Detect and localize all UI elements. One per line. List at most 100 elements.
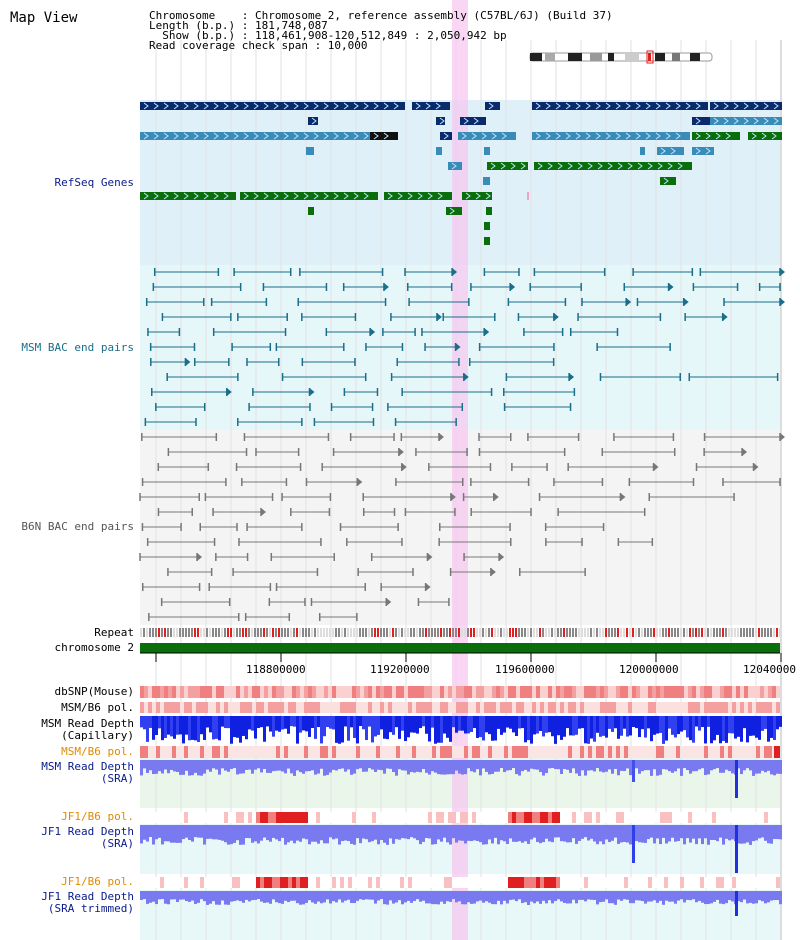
jf1-sra-depth-bar — [275, 825, 278, 840]
msm-sra-depth-bar — [395, 760, 398, 776]
repeat-element — [716, 628, 718, 637]
track-label-msm-b6-pol[interactable]: MSM/B6 pol. — [61, 701, 134, 714]
refseq-gene — [140, 102, 405, 110]
msm-pol-cell — [240, 702, 244, 713]
dbsnp-cell — [624, 686, 628, 698]
msm-pol-cell — [764, 702, 768, 713]
jf1-sra-depth-bar — [269, 825, 272, 842]
gene-strand-arrow — [363, 132, 369, 140]
repeat-element — [197, 628, 199, 637]
msm-depth-bar — [449, 716, 452, 742]
gene-strand-arrow — [773, 117, 779, 125]
dbsnp-cell — [268, 686, 272, 698]
jf1-sra-depth-bar — [410, 825, 413, 838]
repeat-element — [779, 628, 781, 637]
msm-bac-pair-arrow — [626, 298, 632, 306]
track-label-msm-bac[interactable]: MSM BAC end pairs — [21, 341, 134, 354]
track-label-jf1-read-depth-trimmed[interactable]: JF1 Read Depth — [41, 890, 134, 903]
msm-pol-cell — [200, 702, 204, 713]
ideogram-band — [545, 53, 555, 61]
gene-strand-arrow — [323, 192, 329, 200]
msm-sra-depth-bar — [410, 760, 413, 772]
jf1-pol-cell — [172, 812, 176, 823]
msm-depth-bar — [554, 716, 557, 744]
msm-depth-bar — [719, 716, 722, 744]
repeat-element — [557, 628, 559, 637]
jf1-pol-trim-cell — [512, 877, 516, 888]
msm-depth-bar — [212, 716, 215, 740]
gene-strand-arrow — [143, 102, 149, 110]
refseq-gene — [308, 207, 314, 215]
jf1-sra-depth-bar — [434, 825, 437, 845]
msm-sra-depth-bar — [155, 760, 158, 774]
repeat-element — [605, 628, 607, 637]
track-label-msm-read-depth-sra[interactable]: MSM Read Depth — [41, 760, 134, 773]
msm-depth-bar — [287, 716, 290, 734]
msm-depth-bar — [779, 716, 782, 727]
msm-pol-sra-cell — [476, 746, 480, 758]
track-label-jf1-read-depth-sra[interactable]: JF1 Read Depth — [41, 825, 134, 838]
refseq-gene — [534, 162, 692, 170]
jf1-sra-depth-bar — [392, 825, 395, 844]
jf1-trim-depth-bar — [248, 891, 251, 902]
repeat-element — [251, 628, 253, 637]
gene-strand-arrow — [675, 102, 681, 110]
msm-depth-bar — [164, 716, 167, 738]
msm-depth-bar — [227, 716, 230, 729]
repeat-element — [140, 628, 142, 637]
track-label-refseq-genes[interactable]: RefSeq Genes — [54, 176, 134, 189]
jf1-pol-trim-cell — [364, 877, 368, 888]
msm-pol-cell — [180, 702, 184, 713]
jf1-sra-depth-bar — [509, 825, 512, 839]
track-label-b6n-bac[interactable]: B6N BAC end pairs — [21, 520, 134, 533]
gene-strand-arrow — [193, 102, 199, 110]
msm-sra-depth-bar — [653, 760, 656, 770]
msm-sra-depth-bar — [140, 760, 143, 776]
track-label-jf1-b6-pol-trimmed[interactable]: JF1/B6 pol. — [61, 875, 134, 888]
msm-pol-sra-cell — [392, 746, 396, 758]
ideogram-band — [568, 53, 582, 61]
jf1-sra-depth-bar — [467, 825, 470, 841]
jf1-sra-depth-bar — [200, 825, 203, 838]
track-label-dbsnp[interactable]: dbSNP(Mouse) — [54, 685, 134, 698]
gene-strand-arrow — [771, 132, 777, 140]
msm-depth-bar — [707, 716, 710, 727]
jf1-pol-trim-cell — [480, 877, 484, 888]
track-label-repeat[interactable]: Repeat — [94, 626, 134, 639]
msm-depth-bar — [683, 716, 686, 731]
track-label-jf1-b6-pol[interactable]: JF1/B6 pol. — [61, 810, 134, 823]
track-label-msm-read-depth-capillary[interactable]: MSM Read Depth — [41, 717, 134, 730]
msm-depth-bar — [602, 716, 605, 736]
msm-depth-bar — [533, 716, 536, 735]
msm-depth-bar — [491, 716, 494, 741]
msm-sra-depth-bar — [521, 760, 524, 772]
track-label-msm-b6-pol-sra[interactable]: MSM/B6 pol. — [61, 745, 134, 758]
jf1-sra-depth-bar — [449, 825, 452, 845]
jf1-trim-depth-bar — [374, 891, 377, 904]
jf1-pol-trim-cell — [748, 877, 752, 888]
repeat-element — [143, 628, 145, 637]
jf1-pol-cell — [632, 812, 636, 823]
b6n-bac-pair-arrow — [780, 433, 785, 441]
gene-strand-arrow — [243, 132, 249, 140]
track-label-chromosome[interactable]: chromosome 2 — [54, 641, 134, 654]
jf1-sra-depth-bar — [140, 825, 143, 844]
msm-pol-sra-cell — [148, 746, 152, 758]
repeat-element — [491, 628, 493, 637]
jf1-trim-depth-bar — [758, 891, 761, 901]
gene-strand-arrow — [273, 192, 279, 200]
b6n-bac-pair-arrow — [401, 463, 407, 471]
msm-depth-bar — [467, 716, 470, 734]
msm-sra-depth-bar — [344, 760, 347, 772]
jf1-pol-cell — [408, 812, 412, 823]
msm-sra-depth-bar — [770, 760, 773, 775]
jf1-trim-depth-bar — [455, 891, 458, 903]
msm-pol-cell — [476, 702, 480, 713]
msm-pol-cell — [640, 702, 644, 713]
gene-strand-arrow — [471, 132, 477, 140]
msm-pol-cell — [692, 702, 696, 713]
jf1-trim-depth-bar — [203, 891, 206, 902]
msm-pol-cell — [448, 702, 452, 713]
jf1-pol-trim-cell — [680, 877, 684, 888]
